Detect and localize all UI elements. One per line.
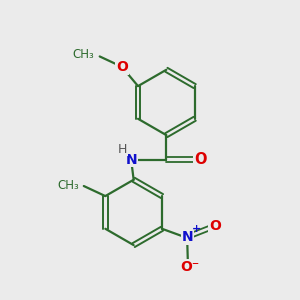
Text: O⁻: O⁻ xyxy=(181,260,200,274)
Text: N: N xyxy=(126,152,137,167)
Text: O: O xyxy=(194,152,206,167)
Text: O: O xyxy=(209,219,221,233)
Text: CH₃: CH₃ xyxy=(73,49,94,62)
Text: O: O xyxy=(116,60,128,74)
Text: N: N xyxy=(182,230,193,244)
Text: CH₃: CH₃ xyxy=(58,178,79,192)
Text: H: H xyxy=(118,142,127,156)
Text: +: + xyxy=(191,224,201,234)
